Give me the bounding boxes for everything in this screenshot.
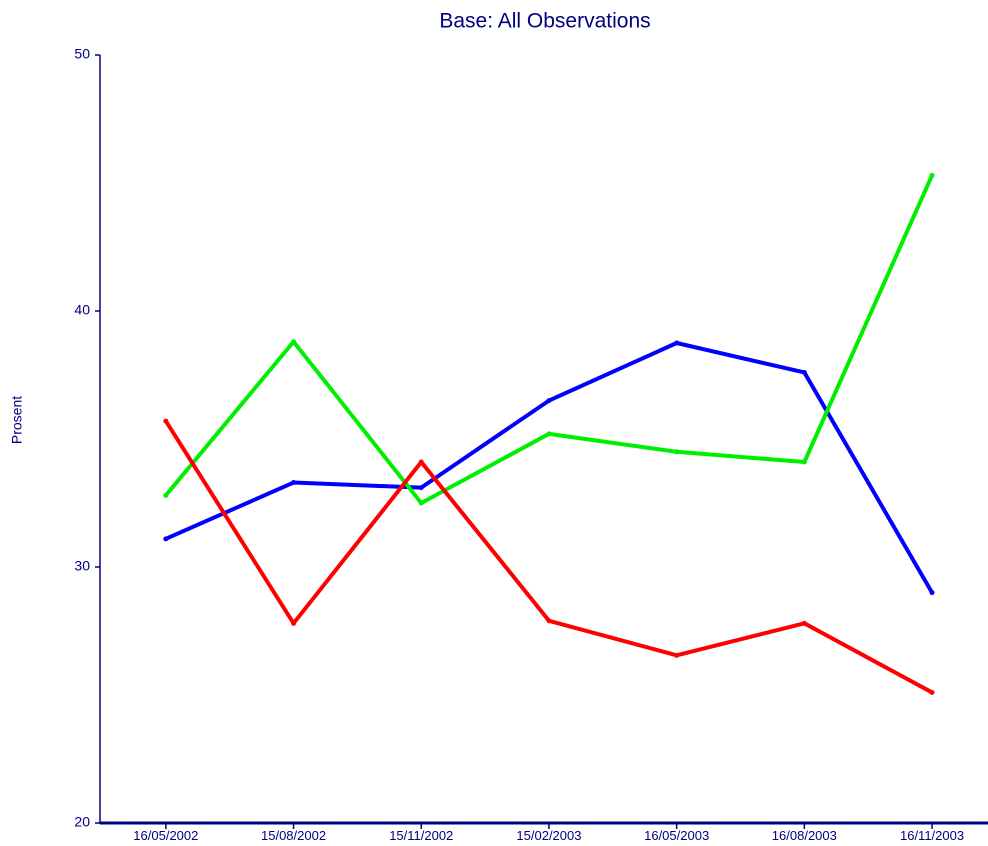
x-tick-label: 16/08/2003 [772,828,837,843]
chart-title: Base: All Observations [439,10,650,33]
point [163,536,169,542]
point [674,449,680,455]
point [418,459,424,465]
x-tick-label: 15/02/2003 [516,828,581,843]
y-tick-label: 20 [74,814,90,830]
point [929,172,935,178]
point [546,431,552,437]
x-tick-label: 15/08/2002 [261,828,326,843]
point [801,369,807,375]
point [418,500,424,506]
point [674,652,680,658]
point [929,689,935,695]
point [546,618,552,624]
point [418,485,424,491]
point [929,590,935,596]
y-tick-label: 50 [74,46,90,62]
point [546,398,552,404]
y-tick-label: 40 [74,302,90,318]
x-tick-label: 16/11/2003 [900,828,964,843]
series-line [164,174,934,505]
point [163,418,169,424]
x-tick-label: 16/05/2003 [644,828,709,843]
point [291,480,297,486]
x-tick-label: 15/11/2002 [389,828,453,843]
y-tick-label: 30 [74,558,90,574]
x-tick-label: 16/05/2002 [133,828,198,843]
point [801,459,807,465]
y-axis-label: Prosent [9,396,25,444]
point [291,620,297,626]
series-line [164,420,934,695]
point [801,620,807,626]
series-line [165,341,934,594]
point [163,492,169,498]
point [674,340,680,346]
point [291,339,297,345]
